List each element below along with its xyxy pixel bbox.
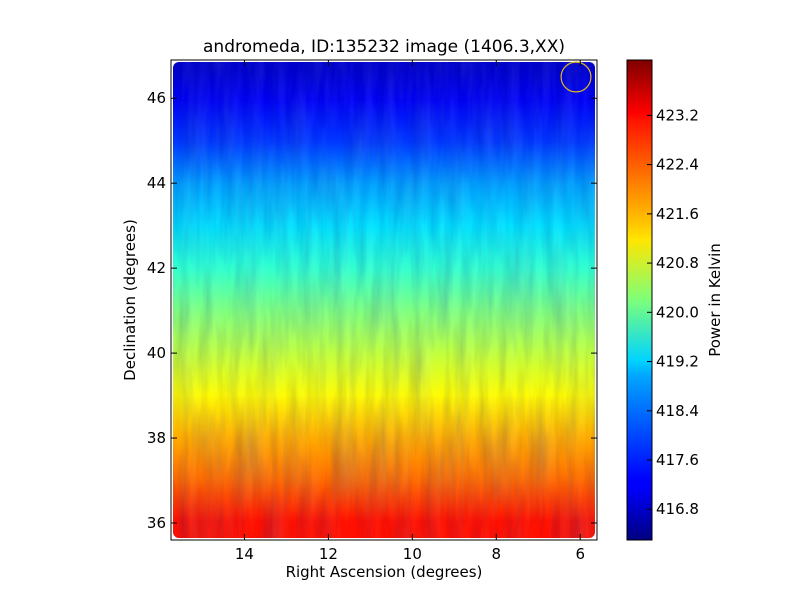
y-axis-ticks: 36 38 40 42 44 46: [147, 89, 597, 532]
x-axis-label: Right Ascension (degrees): [286, 563, 483, 581]
colorbar-tick-label: 420.8: [656, 254, 699, 272]
colorbar-tick-label: 421.6: [656, 205, 699, 223]
y-tick-label: 38: [147, 429, 166, 447]
x-tick-label: 6: [575, 545, 585, 563]
y-tick-label: 42: [147, 259, 166, 277]
colorbar-gradient: [626, 59, 653, 541]
x-tick-label: 8: [491, 545, 501, 563]
colorbar-tick-label: 417.6: [656, 451, 699, 469]
y-tick-label: 36: [147, 514, 166, 532]
x-tick-label: 12: [319, 545, 338, 563]
x-axis-ticks: 14 12 10 8 6: [235, 60, 585, 563]
y-axis-label: Declination (degrees): [121, 219, 139, 381]
x-tick-label: 14: [235, 545, 254, 563]
colorbar-tick-label: 416.8: [656, 500, 699, 518]
plot-area: [173, 61, 597, 538]
colorbar-tick-label: 423.2: [656, 106, 699, 124]
colorbar-label: Power in Kelvin: [706, 243, 724, 357]
chart-title: andromeda, ID:135232 image (1406.3,XX): [203, 37, 565, 57]
colorbar-tick-label: 419.2: [656, 353, 699, 371]
colorbar-tick-label: 418.4: [656, 402, 699, 420]
y-tick-label: 40: [147, 344, 166, 362]
plot-frame: [170, 59, 598, 541]
colorbar-tick-label: 420.0: [656, 303, 699, 321]
y-tick-label: 46: [147, 89, 166, 107]
colorbar-ticks: 416.8 417.6 418.4 419.2 420.0 420.8 421.6 422.4…: [647, 106, 699, 518]
heatmap-texture-light: [182, 62, 597, 538]
colorbar-tick-label: 422.4: [656, 156, 699, 174]
x-tick-label: 10: [403, 545, 422, 563]
colorbar: 416.8 417.6 418.4 419.2 420.0 420.8 421.6 422.4…: [626, 59, 724, 541]
y-tick-label: 44: [147, 174, 166, 192]
beam-marker: [560, 61, 592, 93]
